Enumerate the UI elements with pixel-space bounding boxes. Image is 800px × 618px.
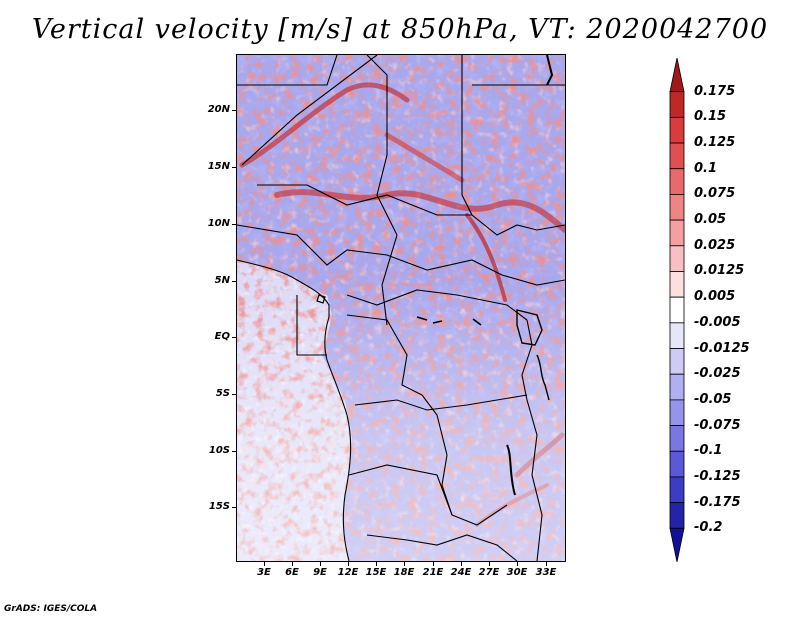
- colorbar-segment: [669, 373, 685, 401]
- colorbar-segment: [669, 502, 685, 529]
- velocity-field: [237, 55, 565, 561]
- lat-label-5n: 5N: [214, 275, 230, 286]
- colorbar-label: 0.15: [694, 109, 727, 125]
- lon-tick: [489, 562, 490, 566]
- lat-label-15s: 15S: [208, 501, 230, 512]
- political-boundaries: [237, 55, 565, 561]
- colorbar-segment: [669, 168, 685, 195]
- colorbar-label: -0.125: [694, 468, 741, 484]
- lon-tick: [292, 562, 293, 566]
- colorbar-label: 0.175: [694, 83, 736, 99]
- lat-tick: [232, 167, 236, 168]
- chart-title: Vertical velocity [m/s] at 850hPa, VT: 2…: [31, 14, 769, 45]
- lat-label-eq: EQ: [214, 331, 230, 342]
- colorbar-segment: [669, 91, 685, 118]
- lat-label-10n: 10N: [207, 218, 230, 229]
- lon-tick: [433, 562, 434, 566]
- lat-tick: [232, 337, 236, 338]
- lon-tick: [546, 562, 547, 566]
- lat-tick: [232, 281, 236, 282]
- colorbar-label: 0.005: [694, 289, 736, 305]
- lon-label-12e: 12E: [337, 567, 359, 578]
- colorbar-segment: [669, 116, 685, 144]
- colorbar-segment: [669, 527, 685, 562]
- colorbar-label: -0.025: [694, 366, 741, 382]
- lat-label-15n: 15N: [207, 161, 230, 172]
- lon-tick: [461, 562, 462, 566]
- lat-label-10s: 10S: [208, 445, 230, 456]
- lon-label-21e: 21E: [422, 567, 444, 578]
- lon-label-24e: 24E: [450, 567, 472, 578]
- colorbar-label: 0.025: [694, 237, 736, 253]
- colorbar-label: 0.1: [694, 160, 718, 176]
- lon-label-9e: 9E: [313, 567, 327, 578]
- lat-tick: [232, 451, 236, 452]
- colorbar-segment: [669, 450, 685, 478]
- lon-label-30e: 30E: [506, 567, 528, 578]
- colorbar-label: 0.075: [694, 186, 736, 202]
- lon-label-6e: 6E: [285, 567, 299, 578]
- colorbar-segment: [669, 194, 685, 221]
- lon-tick: [404, 562, 405, 566]
- map-panel: [236, 54, 566, 562]
- lon-tick: [376, 562, 377, 566]
- colorbar-label: 0.05: [694, 212, 727, 228]
- colorbar-segment: [669, 58, 685, 93]
- colorbar-segment: [669, 296, 685, 324]
- colorbar-segment: [669, 476, 685, 504]
- colorbar-segment: [669, 399, 685, 426]
- lon-tick: [320, 562, 321, 566]
- lon-tick: [264, 562, 265, 566]
- colorbar-label: -0.175: [694, 494, 741, 510]
- lat-label-20n: 20N: [207, 104, 230, 115]
- colorbar-segment: [669, 219, 685, 247]
- lat-tick: [232, 110, 236, 111]
- lon-label-33e: 33E: [535, 567, 557, 578]
- colorbar: [669, 58, 685, 562]
- colorbar-label: -0.1: [694, 443, 723, 459]
- colorbar-label: -0.2: [694, 520, 723, 536]
- lon-label-15e: 15E: [365, 567, 387, 578]
- colorbar-label: -0.075: [694, 417, 741, 433]
- colorbar-segment: [669, 348, 685, 375]
- lat-tick: [232, 394, 236, 395]
- colorbar-segment: [669, 142, 685, 170]
- colorbar-segment: [669, 245, 685, 272]
- colorbar-segment: [669, 425, 685, 452]
- lat-label-5s: 5S: [215, 388, 230, 399]
- colorbar-segment: [669, 271, 685, 298]
- south-fade: [237, 55, 565, 561]
- lon-tick: [517, 562, 518, 566]
- colorbar-segment: [669, 322, 685, 349]
- colorbar-label: -0.0125: [694, 340, 750, 356]
- colorbar-label: 0.0125: [694, 263, 745, 279]
- lon-label-3e: 3E: [257, 567, 271, 578]
- lat-tick: [232, 507, 236, 508]
- lat-tick: [232, 224, 236, 225]
- colorbar-label: 0.125: [694, 135, 736, 151]
- lon-tick: [348, 562, 349, 566]
- lon-label-18e: 18E: [393, 567, 415, 578]
- colorbar-label: -0.005: [694, 314, 741, 330]
- grads-credit: GrADS: IGES/COLA: [4, 604, 98, 614]
- lon-label-27e: 27E: [478, 567, 500, 578]
- colorbar-label: -0.05: [694, 391, 732, 407]
